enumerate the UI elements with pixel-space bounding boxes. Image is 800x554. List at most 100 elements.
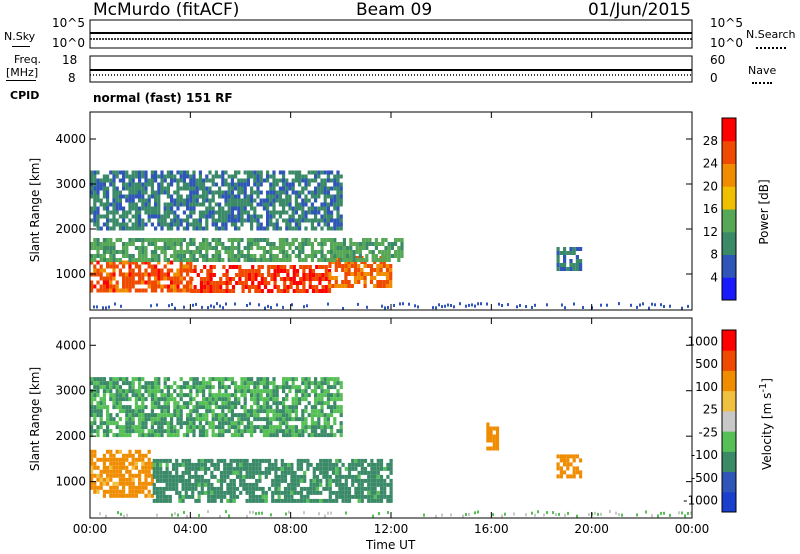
y-tick-label: 3000 xyxy=(55,384,86,398)
data-cell xyxy=(318,277,322,281)
data-cell xyxy=(90,186,94,191)
data-cell xyxy=(154,421,158,426)
data-cell xyxy=(207,486,211,491)
data-cell xyxy=(495,426,500,431)
data-cell xyxy=(150,210,154,215)
data-cell xyxy=(575,470,579,475)
data-cell xyxy=(282,178,286,183)
data-cell xyxy=(160,421,164,426)
data-cell xyxy=(219,470,224,475)
ground-scatter-cell xyxy=(108,305,110,309)
data-cell xyxy=(330,246,334,250)
data-cell xyxy=(138,385,142,390)
data-cell xyxy=(358,246,362,250)
data-cell xyxy=(272,409,276,414)
data-cell xyxy=(125,405,129,410)
data-cell xyxy=(285,413,289,418)
data-cell xyxy=(367,482,371,487)
data-cell xyxy=(317,218,321,223)
data-cell xyxy=(357,470,361,475)
data-cell xyxy=(208,214,212,219)
data-cell xyxy=(162,486,166,491)
data-cell xyxy=(272,198,276,203)
data-cell xyxy=(370,486,374,491)
data-cell xyxy=(240,413,244,418)
data-cell xyxy=(106,284,110,289)
data-cell xyxy=(296,474,300,479)
data-cell xyxy=(198,433,202,438)
data-cell xyxy=(128,210,132,215)
data-cell xyxy=(144,268,148,273)
data-cell xyxy=(272,254,276,258)
colorbar-swatch xyxy=(722,431,736,452)
data-cell xyxy=(330,242,334,246)
data-cell xyxy=(334,280,338,284)
data-cell xyxy=(273,277,277,281)
ground-scatter-cell xyxy=(435,306,437,310)
data-cell xyxy=(323,206,327,211)
data-cell xyxy=(198,389,202,394)
data-cell xyxy=(205,186,209,191)
data-cell xyxy=(218,425,222,430)
data-cell xyxy=(157,405,161,410)
data-cell xyxy=(170,421,174,426)
data-cell xyxy=(282,242,286,246)
data-cell xyxy=(221,433,225,438)
data-cell xyxy=(157,417,161,422)
data-cell xyxy=(154,433,158,438)
data-cell xyxy=(179,288,183,293)
data-cell xyxy=(292,269,296,273)
data-cell xyxy=(283,478,288,483)
ground-scatter-cell xyxy=(102,306,104,310)
data-cell xyxy=(347,264,351,268)
data-cell xyxy=(221,206,225,211)
data-cell xyxy=(223,478,227,483)
data-cell xyxy=(328,494,332,499)
data-cell xyxy=(179,389,183,394)
data-cell xyxy=(219,494,224,499)
data-cell xyxy=(134,473,138,478)
ground-scatter-cell xyxy=(288,510,290,514)
data-cell xyxy=(269,222,273,227)
data-cell xyxy=(338,486,342,491)
data-cell xyxy=(128,397,132,402)
data-cell xyxy=(280,466,284,471)
data-cell xyxy=(179,393,183,398)
y-tick-label: 1000 xyxy=(55,267,86,281)
ground-scatter-cell xyxy=(387,306,389,309)
data-cell xyxy=(312,490,316,495)
data-cell xyxy=(226,486,230,491)
ground-scatter-cell xyxy=(105,514,107,518)
data-cell xyxy=(293,478,297,483)
data-cell xyxy=(154,226,158,231)
data-cell xyxy=(211,190,215,195)
data-cell xyxy=(317,190,321,195)
data-cell xyxy=(262,226,266,231)
data-cell xyxy=(283,498,288,503)
data-cell xyxy=(556,462,560,467)
data-cell xyxy=(171,462,176,467)
data-cell xyxy=(304,405,308,410)
data-cell xyxy=(134,202,138,207)
data-cell xyxy=(147,385,151,390)
data-cell xyxy=(102,453,106,458)
data-cell xyxy=(242,482,246,487)
data-cell xyxy=(266,206,270,211)
data-cell xyxy=(109,250,113,254)
data-cell xyxy=(266,250,270,254)
data-cell xyxy=(166,222,170,227)
data-cell xyxy=(192,190,196,195)
data-cell xyxy=(144,469,148,474)
data-cell xyxy=(328,276,332,280)
data-cell xyxy=(326,194,330,199)
data-cell xyxy=(202,210,206,215)
data-cell xyxy=(288,425,292,430)
data-cell xyxy=(294,222,298,227)
data-cell xyxy=(150,477,154,482)
data-cell xyxy=(211,413,215,418)
data-cell xyxy=(227,210,231,215)
data-cell xyxy=(150,264,154,269)
data-cell xyxy=(269,202,273,207)
data-cell xyxy=(370,462,374,467)
data-cell xyxy=(314,186,318,191)
